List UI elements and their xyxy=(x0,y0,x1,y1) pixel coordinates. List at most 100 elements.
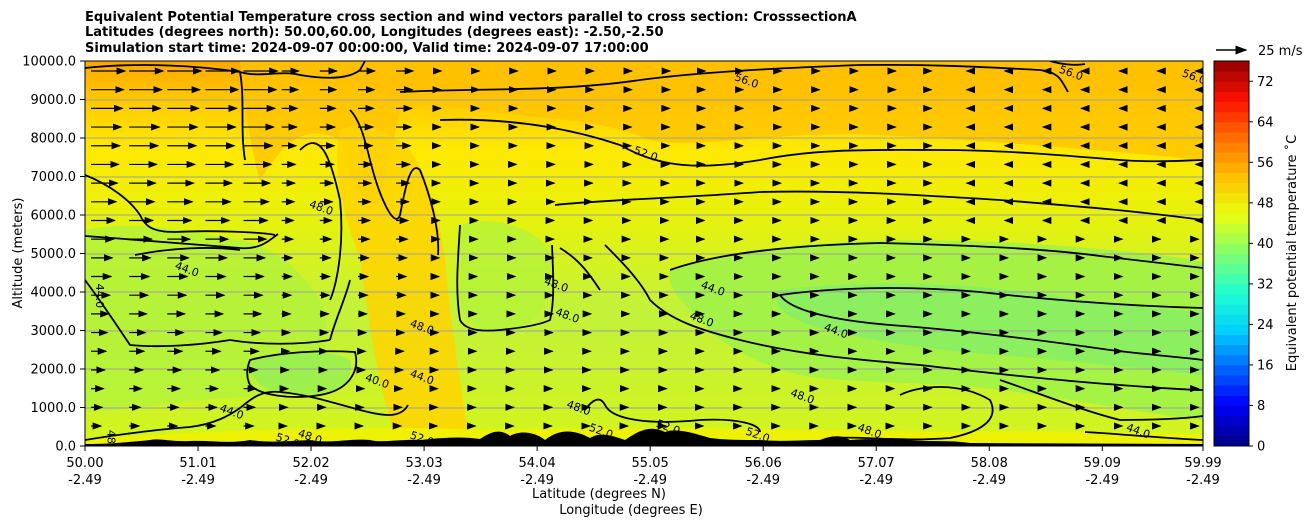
y-tick-label: 3000.0 xyxy=(31,324,77,339)
colorbar-band xyxy=(1214,364,1249,376)
colorbar: 0 8 16 24 32 40 48 56 64 72 xyxy=(1213,60,1274,455)
colorbar-band xyxy=(1214,415,1249,427)
colorbar-band xyxy=(1214,375,1249,386)
x-axis-label-lon: Longitude (degrees E) xyxy=(559,503,703,518)
colorbar-band xyxy=(1214,304,1249,315)
colorbar-band xyxy=(1214,233,1249,244)
colorbar-tick-label: 16 xyxy=(1257,358,1274,373)
colorbar-band xyxy=(1214,354,1249,366)
colorbar-band xyxy=(1214,395,1249,406)
chart-title: Equivalent Potential Temperature cross s… xyxy=(85,10,857,56)
vector-key-label: 25 m/s xyxy=(1258,44,1303,59)
x-tick-label-lat: 55.05 xyxy=(632,456,669,471)
y-axis: 0.0 1000.0 2000.0 3000.0 4000.0 5000.0 6000.0 7… xyxy=(22,55,85,455)
colorbar-band xyxy=(1214,324,1249,336)
x-tick-label-lat: 50.00 xyxy=(66,456,103,471)
y-tick-label: 0.0 xyxy=(55,440,76,455)
contour-52 xyxy=(85,71,440,301)
contour-label: 44.0 xyxy=(93,284,106,309)
colorbar-band xyxy=(1214,202,1249,214)
x-tick-label-lon: -2.49 xyxy=(68,473,102,488)
colorbar-label: Equivalent potential temperature ˚C xyxy=(1284,135,1300,371)
colorbar-tick-label: 32 xyxy=(1257,277,1274,292)
x-tick-label-lon: -2.49 xyxy=(181,473,215,488)
warm-plume xyxy=(337,126,470,446)
contour-label: 48.0 xyxy=(296,427,323,448)
x-tick-label-lat: 59.09 xyxy=(1084,456,1121,471)
x-tick-label-lon: -2.49 xyxy=(294,473,328,488)
contour-56-b xyxy=(399,63,1069,93)
title-line-2: Latitudes (degrees north): 50.00,60.00, … xyxy=(85,25,664,40)
colorbar-band xyxy=(1214,101,1249,113)
colorbar-band xyxy=(1214,152,1249,163)
x-axis-label-lat: Latitude (degrees N) xyxy=(532,487,666,502)
colorbar-band xyxy=(1214,273,1249,285)
y-tick-label: 10000.0 xyxy=(22,55,76,70)
contour-40 xyxy=(246,350,358,398)
contour-52-b xyxy=(439,118,1203,167)
contour-56 xyxy=(85,61,366,79)
colorbar-band xyxy=(1214,263,1249,275)
y-tick-label: 6000.0 xyxy=(31,209,77,224)
vector-key: 25 m/s xyxy=(1216,44,1303,59)
colorbar-band xyxy=(1214,111,1249,123)
x-tick-label-lat: 51.01 xyxy=(179,456,216,471)
x-tick-label-lon: -2.49 xyxy=(633,473,667,488)
x-tick-label-lon: -2.49 xyxy=(746,473,780,488)
y-tick-label: 7000.0 xyxy=(31,170,77,185)
contour-48-d xyxy=(604,244,1203,391)
colorbar-band xyxy=(1214,131,1249,143)
x-axis: 50.00 -2.49 51.01 -2.49 52.02 -2.49 53.03 -2.49… xyxy=(66,446,1222,488)
contour-48-f xyxy=(1084,431,1203,441)
colorbar-band xyxy=(1214,182,1249,194)
contour-48-e xyxy=(584,398,761,433)
terrain xyxy=(85,428,1203,446)
y-axis-label: Altitude (meters) xyxy=(11,198,26,309)
colorbar-tick-label: 72 xyxy=(1257,75,1274,90)
colorbar-band xyxy=(1214,71,1249,82)
cool-core xyxy=(776,283,1203,375)
colorbar-band xyxy=(1214,385,1249,396)
x-tick-label-lat: 53.03 xyxy=(405,456,442,471)
contour-56-c xyxy=(1049,61,1086,66)
colorbar-band xyxy=(1214,253,1249,265)
colorbar-band xyxy=(1214,61,1249,72)
colorbar-tick-label: 24 xyxy=(1257,318,1274,333)
x-tick-label-lat: 59.99 xyxy=(1184,456,1221,471)
colorbar-tick-label: 64 xyxy=(1257,115,1274,130)
contour-44-a xyxy=(779,287,1203,361)
x-tick-label-lat: 54.04 xyxy=(519,456,556,471)
colorbar-band xyxy=(1214,162,1249,173)
warm-region-upper xyxy=(240,61,1203,205)
y-tick-label: 4000.0 xyxy=(31,286,77,301)
contour-44-d xyxy=(829,386,994,441)
x-tick-label-lon: -2.49 xyxy=(859,473,893,488)
contour-48-a xyxy=(554,190,1203,221)
colorbar-band xyxy=(1214,121,1249,133)
contour-lines xyxy=(85,61,1203,441)
colorbar-band xyxy=(1214,223,1249,234)
y-tick-label: 2000.0 xyxy=(31,363,77,378)
colorbar-tick-label: 56 xyxy=(1257,156,1274,171)
x-tick-label-lon: -2.49 xyxy=(1085,473,1119,488)
title-line-3: Simulation start time: 2024-09-07 00:00:… xyxy=(85,41,649,56)
colorbar-band xyxy=(1214,91,1249,103)
contour-48-b xyxy=(669,242,1203,271)
colorbar-tick-label: 8 xyxy=(1257,399,1265,414)
colorbar-band xyxy=(1214,405,1249,417)
colorbar-band xyxy=(1214,334,1249,346)
colorbar-band xyxy=(1214,142,1249,153)
colorbar-band xyxy=(1214,172,1249,184)
colorbar-band xyxy=(1214,81,1249,92)
colorbar-tick-label: 48 xyxy=(1257,196,1274,211)
colorbar-band xyxy=(1214,425,1249,437)
x-tick-label-lon: -2.49 xyxy=(520,473,554,488)
x-tick-label-lat: 52.02 xyxy=(292,456,329,471)
y-tick-label: 5000.0 xyxy=(31,247,77,262)
x-tick-label-lon: -2.49 xyxy=(972,473,1006,488)
y-grid xyxy=(85,99,1203,409)
x-tick-label-lon: -2.49 xyxy=(1186,473,1220,488)
y-tick-label: 1000.0 xyxy=(31,401,77,416)
colorbar-band xyxy=(1214,294,1249,305)
